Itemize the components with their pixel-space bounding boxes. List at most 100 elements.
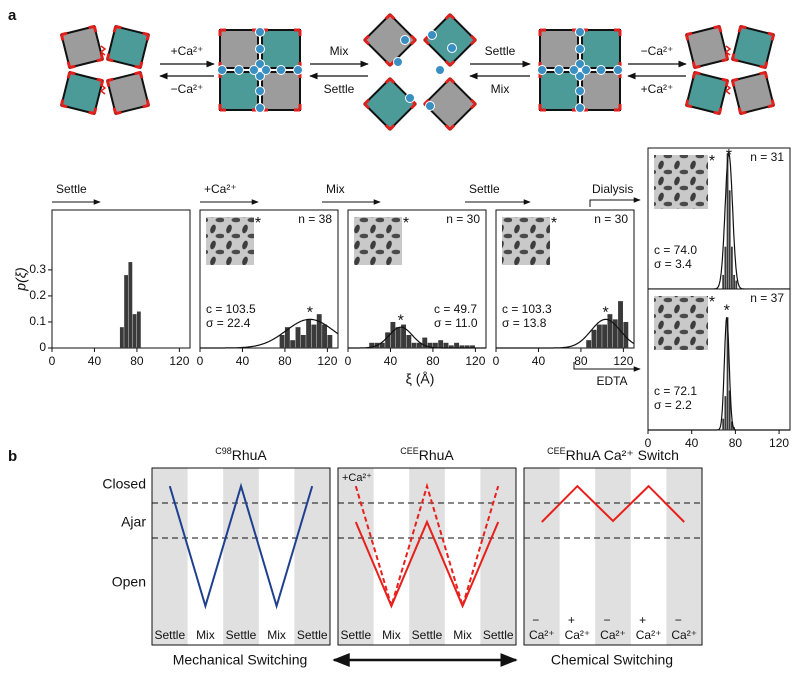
- bar: [724, 396, 727, 430]
- link: [724, 45, 732, 56]
- calcium-ion: [569, 65, 579, 75]
- arrow-label: −Ca²⁺: [171, 82, 204, 96]
- x-tick-label: 80: [130, 354, 144, 368]
- axis-title: ξ (Å): [406, 371, 435, 387]
- protein-square: [685, 71, 729, 115]
- bar: [422, 337, 428, 348]
- protein-square: [423, 13, 477, 67]
- x-tick-label: 0: [49, 354, 56, 368]
- calcium-ion: [255, 103, 265, 113]
- fit-label: σ = 22.4: [206, 316, 251, 330]
- x-tick-label: 0: [345, 354, 352, 368]
- protein-square: [261, 29, 301, 69]
- bar: [132, 314, 137, 348]
- calcium-ion: [393, 57, 403, 67]
- x-tick-label: Mix: [267, 628, 286, 642]
- column-shade: [338, 468, 374, 645]
- protein-square: [685, 25, 729, 69]
- y-tick-label: 0.1: [29, 314, 46, 328]
- arrow-label: −Ca²⁺: [641, 44, 674, 58]
- bar: [733, 274, 735, 289]
- bar: [295, 327, 301, 348]
- fit-label: c = 49.7: [434, 302, 477, 316]
- calcium-ion: [575, 71, 585, 81]
- bar: [119, 327, 124, 348]
- x-tick-label: Ca²⁺: [565, 628, 591, 642]
- bar: [448, 345, 454, 348]
- calcium-ion: [537, 65, 547, 75]
- x-tick-sign: −: [532, 613, 539, 627]
- calcium-ion: [255, 86, 265, 96]
- column-shade: [480, 468, 516, 645]
- panel-label: a: [8, 7, 17, 24]
- x-tick-label: 40: [88, 354, 102, 368]
- x-tick-sign: +: [568, 613, 575, 627]
- protein-square: [539, 29, 579, 69]
- bar: [311, 324, 317, 348]
- series-line: [168, 482, 314, 610]
- step-label: Settle: [56, 182, 87, 196]
- calcium-ion: [575, 86, 585, 96]
- x-tick-label: 120: [769, 436, 789, 450]
- x-tick-sign: −: [603, 613, 610, 627]
- panel-title: CEERhuA Ca²⁺ Switch: [547, 446, 679, 462]
- inset-marker: *: [709, 153, 715, 170]
- protein-square: [539, 71, 579, 111]
- n-label: n = 30: [594, 212, 628, 226]
- bar: [591, 329, 597, 348]
- bar: [618, 301, 623, 348]
- bar: [136, 311, 141, 348]
- y-tick-label: 0: [39, 340, 46, 354]
- series-line: [541, 484, 685, 523]
- column-shade: [595, 468, 631, 645]
- x-tick-label: Ca²⁺: [529, 628, 555, 642]
- x-tick-label: Settle: [483, 628, 514, 642]
- fit-label: c = 72.1: [654, 384, 697, 398]
- calcium-ion: [255, 27, 265, 37]
- inset-image: [654, 296, 708, 350]
- protein-square: [219, 71, 259, 111]
- bar: [724, 246, 727, 289]
- peak-marker: *: [724, 302, 730, 319]
- n-label: n = 31: [750, 150, 784, 164]
- bar: [464, 345, 470, 348]
- bar: [395, 327, 401, 348]
- protein-square: [363, 13, 417, 67]
- x-tick-label: 120: [169, 354, 189, 368]
- bar: [726, 153, 729, 289]
- fit-curve: [648, 317, 790, 431]
- column-shade: [223, 468, 259, 645]
- arrow-label: Settle: [485, 44, 516, 58]
- arrow-label: +Ca²⁺: [171, 44, 204, 58]
- title-superscript: CEE: [400, 446, 419, 456]
- x-tick-sign: +: [639, 613, 646, 627]
- bar: [327, 334, 333, 348]
- arrow-label: Settle: [324, 82, 355, 96]
- x-tick-label: Settle: [226, 628, 257, 642]
- panel-label: b: [8, 448, 17, 465]
- calcium-ion: [293, 65, 303, 75]
- column-shade: [152, 468, 188, 645]
- calcium-ion: [276, 65, 286, 75]
- fit-label: σ = 2.2: [654, 398, 692, 412]
- fit-label: c = 103.5: [206, 302, 256, 316]
- peak-marker: *: [307, 305, 313, 322]
- step-label: EDTA: [596, 374, 627, 388]
- calcium-ion: [575, 103, 585, 113]
- bar: [300, 334, 306, 348]
- bar: [438, 340, 444, 348]
- inset-marker: *: [709, 294, 715, 311]
- protein-square: [219, 29, 259, 69]
- calcium-ion: [249, 65, 259, 75]
- calcium-ion: [234, 65, 244, 75]
- inset-marker: *: [551, 215, 557, 232]
- x-tick-label: 40: [532, 354, 546, 368]
- x-tick-label: Mix: [382, 628, 401, 642]
- bar: [128, 262, 133, 348]
- fit-label: c = 74.0: [654, 243, 697, 257]
- bar: [411, 342, 417, 348]
- protein-square: [60, 71, 104, 115]
- fit-label: σ = 3.4: [654, 257, 692, 271]
- peak-marker: *: [726, 147, 732, 164]
